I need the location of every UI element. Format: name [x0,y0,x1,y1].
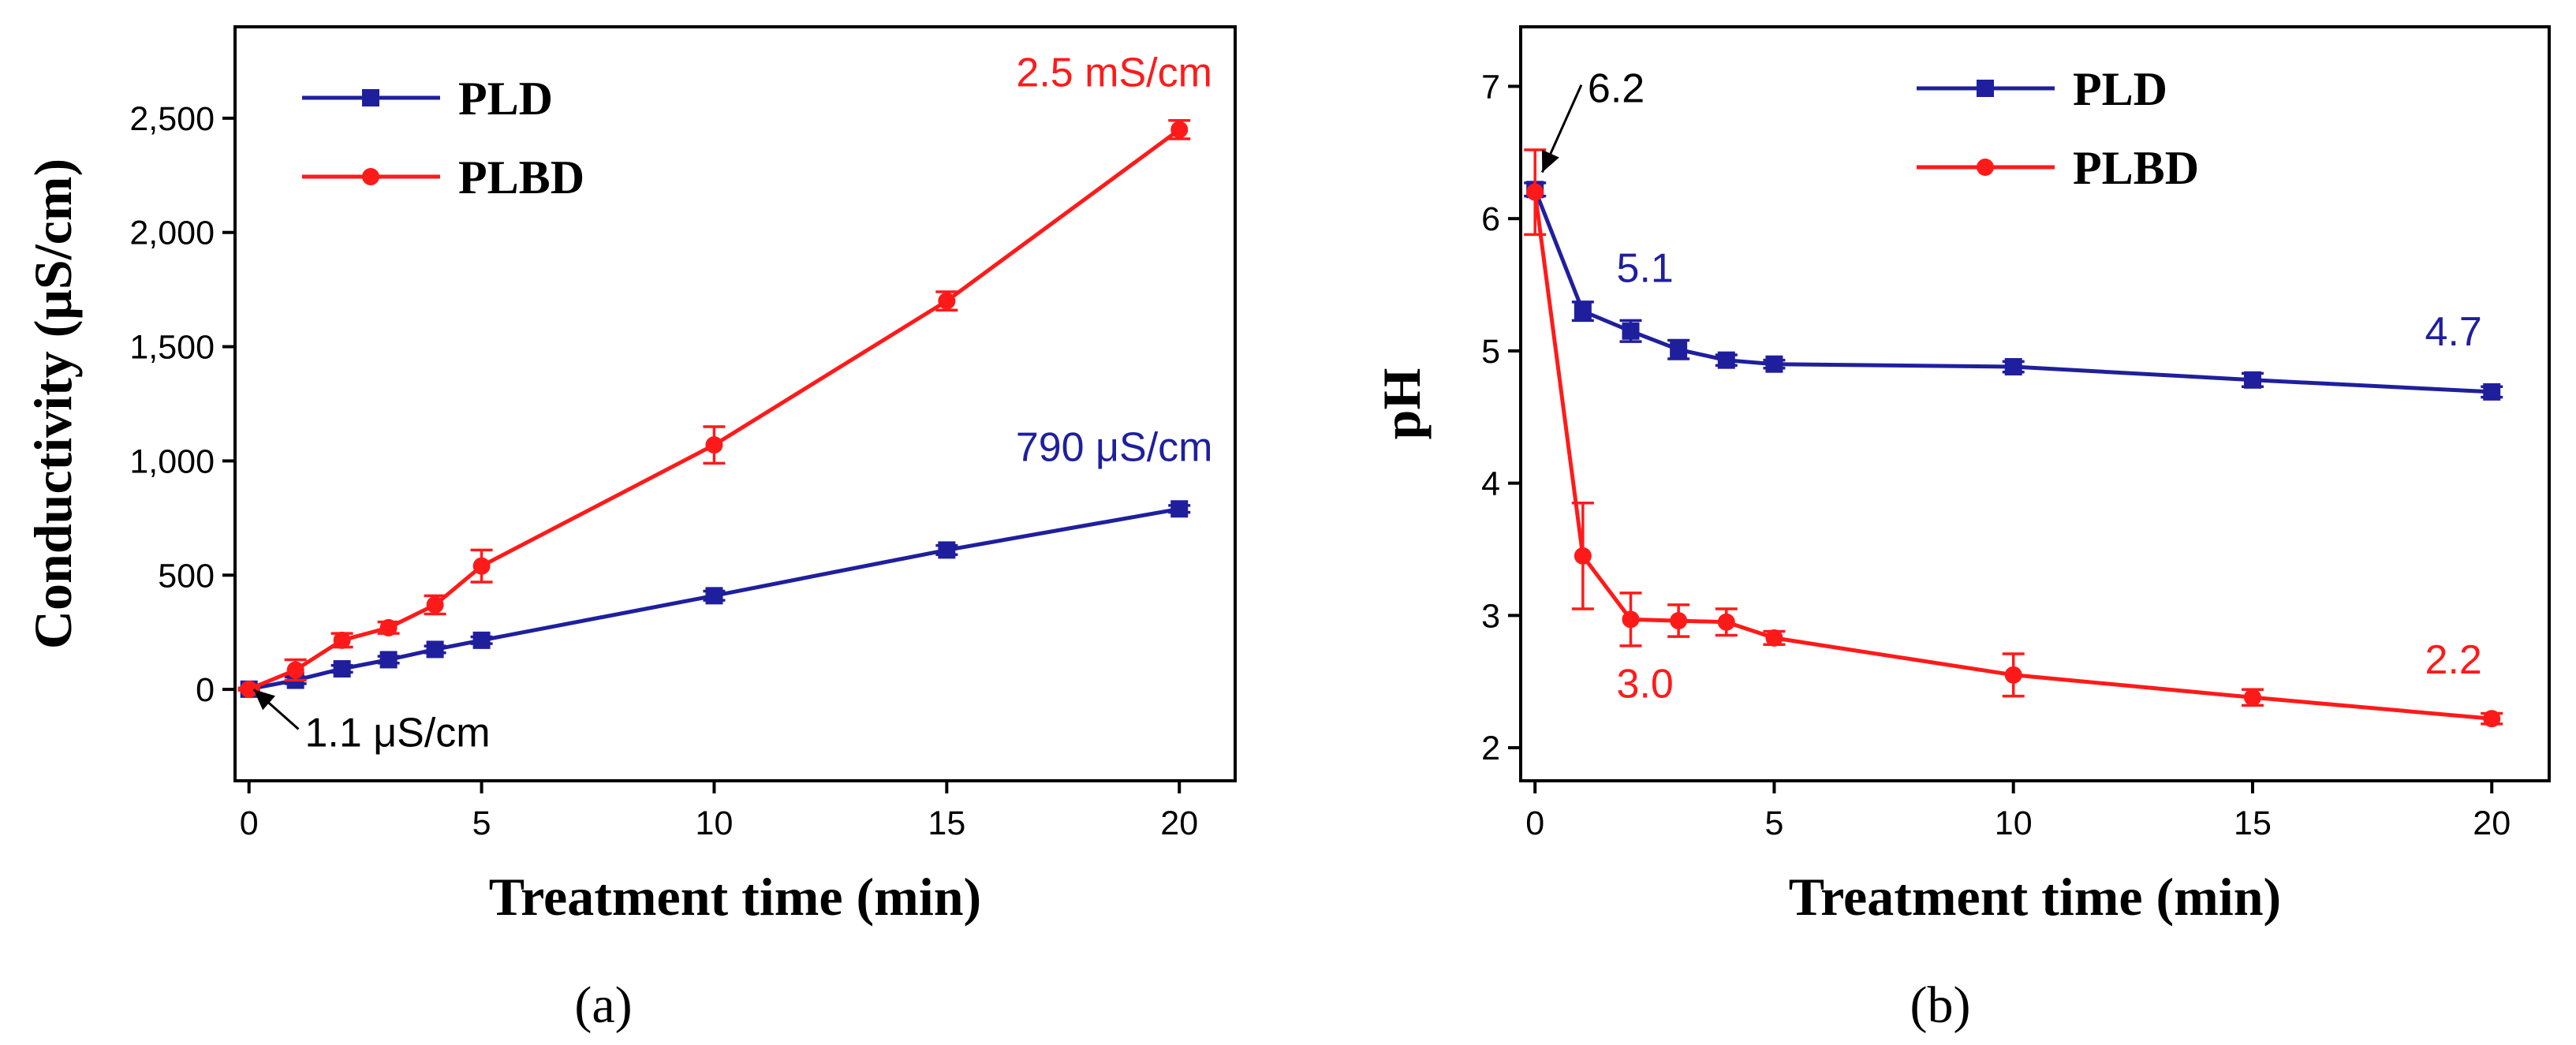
annotation-label: 6.2 [1588,66,1645,112]
y-tick-label: 2 [1481,730,1500,767]
data-point [938,541,956,559]
plot-frame [233,25,1237,782]
data-point [938,292,956,310]
y-tick-label: 2,500 [129,100,215,138]
y-tick-label: 2,000 [129,215,215,252]
y-axis-label: Conductivity (μS/cm) [23,159,83,649]
data-point [1574,302,1592,320]
panel-b: 0 5 10 15 20 2 3 4 5 6 7 Treatment time (min) pH (b) P… [1372,25,2551,1034]
data-point [286,661,304,679]
legend: PLD PLBD [1917,63,2199,194]
y-tick-label: 1,000 [129,442,215,480]
annotation-label: 2.5 mS/cm [1016,50,1212,95]
data-point [1670,341,1688,359]
legend-label: PLBD [2073,142,2199,194]
data-point [333,631,351,649]
x-tick-label: 10 [696,804,734,842]
y-tick-label: 6 [1481,200,1500,238]
panel-label: (a) [574,976,632,1034]
data-point [1170,500,1189,518]
data-point [1765,629,1783,647]
data-point [472,631,491,649]
data-point [705,587,723,605]
x-tick-label: 20 [1160,804,1198,842]
panel-a: 0 5 10 15 20 0 500 1,000 1,500 2,000 2,500 Treatmen… [23,25,1237,1034]
x-tick-label: 20 [2473,804,2511,842]
x-tick-label: 10 [1995,804,2033,842]
series-line-plbd [1533,192,2492,721]
data-point [1622,610,1640,629]
data-point [2483,710,2501,728]
annotation-label: 3.0 [1617,661,1674,707]
data-point [1622,322,1640,340]
data-point [426,595,444,614]
data-point [1717,613,1735,631]
series-plbd [237,119,1191,698]
data-point [1765,355,1783,373]
y-tick-label: 5 [1481,333,1500,371]
legend-label: PLD [458,73,553,125]
data-point [2483,383,2501,401]
legend-marker [362,168,379,185]
data-point [705,436,723,454]
data-point [2004,358,2022,376]
annotation-label: 5.1 [1617,246,1674,292]
y-tick-label: 7 [1481,68,1500,106]
y-tick-label: 0 [196,671,215,709]
legend-label: PLD [2073,63,2167,115]
y-tick-label: 4 [1481,465,1500,503]
x-tick-label: 0 [1525,804,1544,842]
data-point [2243,689,2261,707]
data-point [1574,547,1592,565]
annotation-arrowhead [253,689,276,711]
y-tick-label: 1,500 [129,329,215,367]
series-pld [237,500,1191,698]
annotation-label: 1.1 μS/cm [304,711,490,756]
x-axis-label: Treatment time (min) [1789,867,2281,927]
annotation-label: 790 μS/cm [1016,424,1213,470]
y-axis-label: pH [1372,368,1432,440]
series-pld [1524,181,2503,401]
data-point [379,651,398,669]
x-tick-label: 5 [1764,804,1783,842]
data-point [472,557,491,575]
series-line-plbd [248,128,1181,692]
panel-label: (b) [1910,976,1971,1034]
legend-marker [362,89,379,106]
data-point [240,680,258,698]
y-tick-label: 3 [1481,597,1500,635]
plot-frame [1519,25,2551,782]
data-point [2004,666,2022,684]
legend-marker [1977,80,1994,97]
x-tick-label: 15 [2234,804,2272,842]
x-tick-label: 15 [928,804,965,842]
annotation-label: 4.7 [2425,309,2482,355]
data-point [2243,371,2261,389]
legend: PLD PLBD [302,73,584,203]
annotation-arrowhead [1541,149,1559,173]
legend-marker [1977,159,1994,176]
legend-label: PLBD [458,151,584,203]
annotation-label: 2.2 [2425,637,2482,683]
data-point [1717,351,1735,369]
data-point [426,640,444,659]
data-point [333,660,351,678]
x-tick-label: 5 [472,804,491,842]
data-point [379,618,398,636]
x-axis-label: Treatment time (min) [489,867,981,927]
data-point [1526,183,1544,201]
series-plbd [1524,148,2503,728]
y-tick-label: 500 [158,557,215,595]
x-tick-label: 0 [240,804,259,842]
data-point [1670,612,1688,630]
data-point [1170,121,1189,139]
